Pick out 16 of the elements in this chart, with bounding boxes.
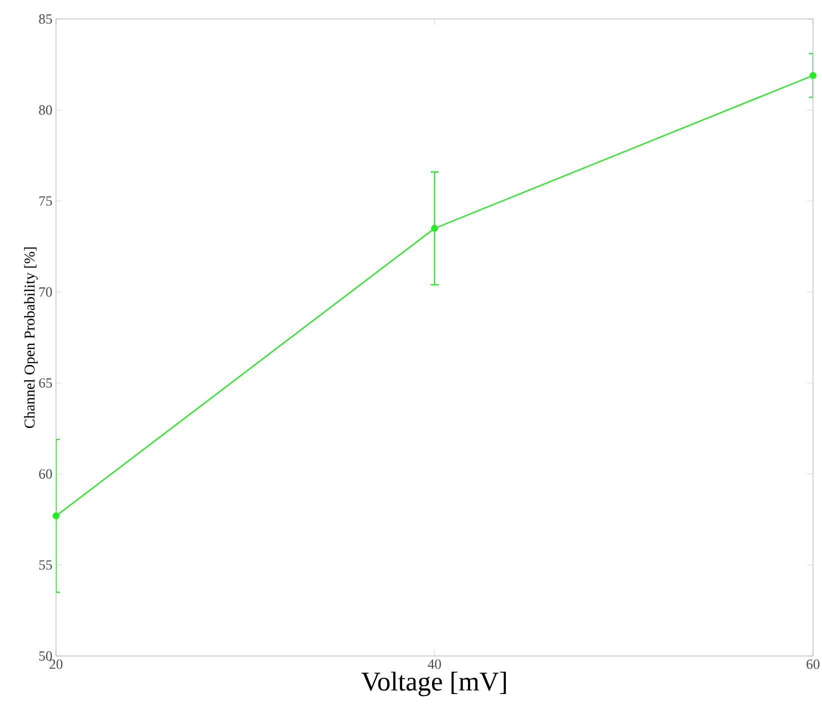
y-tick-label: 85 <box>39 14 52 24</box>
y-tick-label: 70 <box>39 287 52 297</box>
y-tick-label: 60 <box>39 469 52 479</box>
x-tick-label: 20 <box>50 660 62 669</box>
y-tick-label: 80 <box>39 105 52 115</box>
point <box>52 512 60 520</box>
x-tick-label: 40 <box>428 660 441 669</box>
point <box>431 224 438 232</box>
y-tick-label: 55 <box>39 560 52 570</box>
y-axis-title: Channel Open Probability [%] <box>24 248 38 428</box>
y-tick-label: 65 <box>39 378 52 388</box>
x-axis-title: Voltage [mV] <box>361 672 506 696</box>
y-tick-label: 50 <box>39 651 52 661</box>
x-tick-label: 60 <box>806 660 820 669</box>
y-tick-label: 75 <box>39 196 52 206</box>
point <box>810 72 816 79</box>
